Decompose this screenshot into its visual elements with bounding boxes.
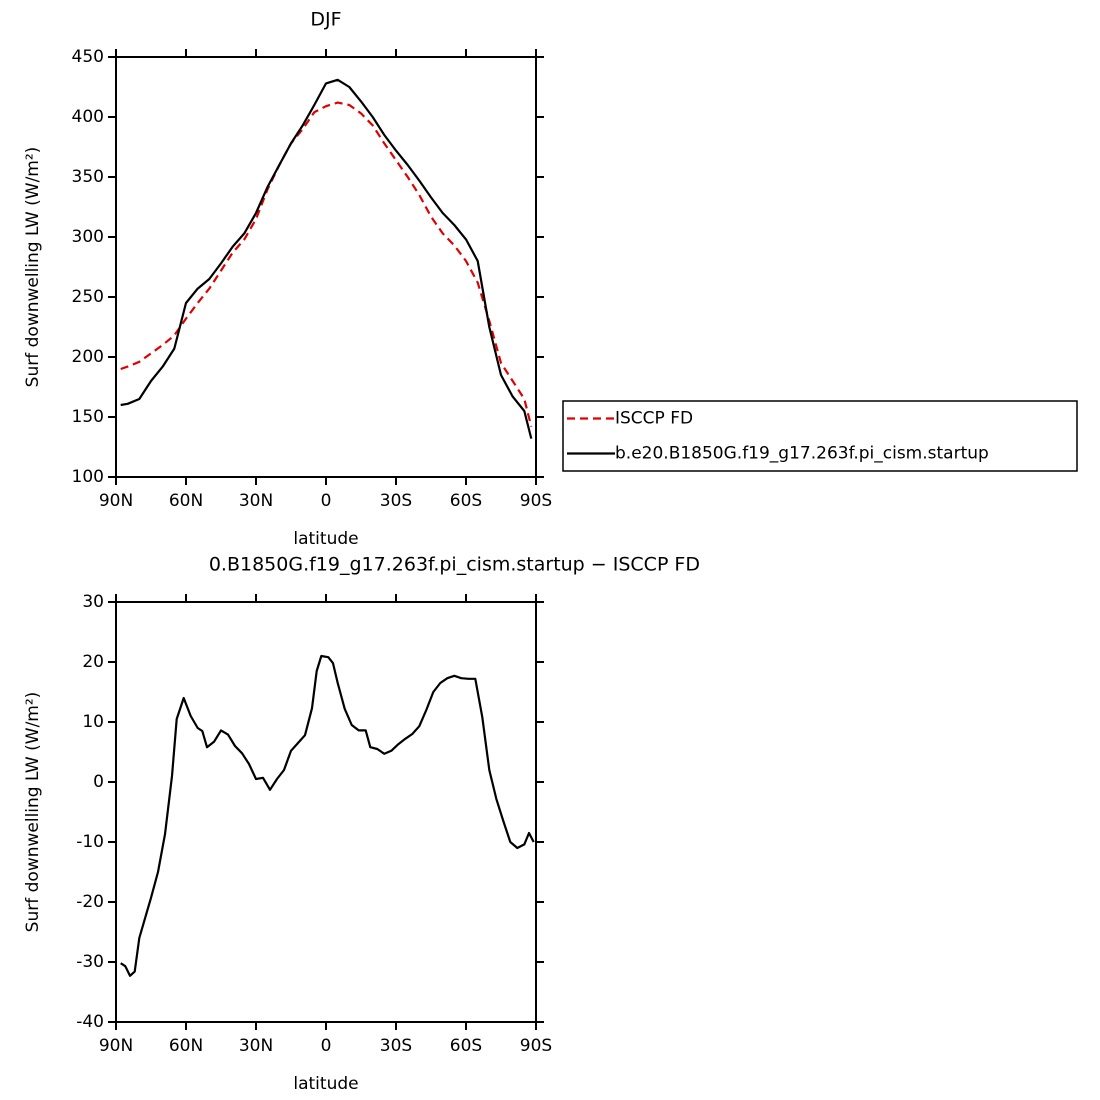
y-tick-label: 200 [72, 347, 104, 367]
legend-box [562, 400, 1078, 472]
y-tick-label: -40 [76, 1012, 104, 1032]
y-tick-label: 300 [72, 227, 104, 247]
y-tick-label: 10 [82, 712, 104, 732]
y-tick-label: -30 [76, 952, 104, 972]
y-tick-label: 400 [72, 107, 104, 127]
data-line [120, 654, 535, 977]
x-tick-label: 60S [450, 491, 482, 511]
x-tick-label: 30S [380, 491, 412, 511]
x-axis-label: latitude [293, 1074, 358, 1094]
x-tick-label: 30N [239, 491, 273, 511]
y-tick-label: 250 [72, 287, 104, 307]
x-tick-label: 30S [380, 1036, 412, 1056]
x-tick-label: 90S [520, 1036, 552, 1056]
plot-frame [115, 601, 537, 1023]
x-tick-label: 0 [321, 491, 332, 511]
x-tick-label: 90N [99, 491, 133, 511]
y-axis-label: Surf downwelling LW (W/m²) [23, 147, 43, 388]
x-tick-label: 30N [239, 1036, 273, 1056]
y-tick-label: 450 [72, 47, 104, 67]
x-axis-label: latitude [293, 529, 358, 549]
y-tick-label: 350 [72, 167, 104, 187]
x-tick-label: 0 [321, 1036, 332, 1056]
x-tick-label: 90S [520, 491, 552, 511]
y-tick-label: -10 [76, 832, 104, 852]
y-tick-label: 30 [82, 592, 104, 612]
y-axis-label: Surf downwelling LW (W/m²) [23, 692, 43, 933]
x-tick-label: 60S [450, 1036, 482, 1056]
y-tick-label: 150 [72, 407, 104, 427]
chart-title: 0.B1850G.f19_g17.263f.pi_cism.startup − … [209, 554, 700, 576]
x-tick-label: 60N [169, 491, 203, 511]
legend-label: ISCCP FD [615, 409, 693, 429]
y-tick-label: 100 [72, 467, 104, 487]
x-tick-label: 90N [99, 1036, 133, 1056]
data-line [120, 101, 533, 427]
y-tick-label: 0 [93, 772, 104, 792]
y-tick-label: -20 [76, 892, 104, 912]
plot-frame [115, 56, 537, 478]
legend-label: b.e20.B1850G.f19_g17.263f.pi_cism.startu… [615, 444, 989, 464]
y-tick-label: 20 [82, 652, 104, 672]
x-tick-label: 60N [169, 1036, 203, 1056]
chart-title: DJF [310, 9, 341, 31]
data-line [120, 78, 533, 439]
